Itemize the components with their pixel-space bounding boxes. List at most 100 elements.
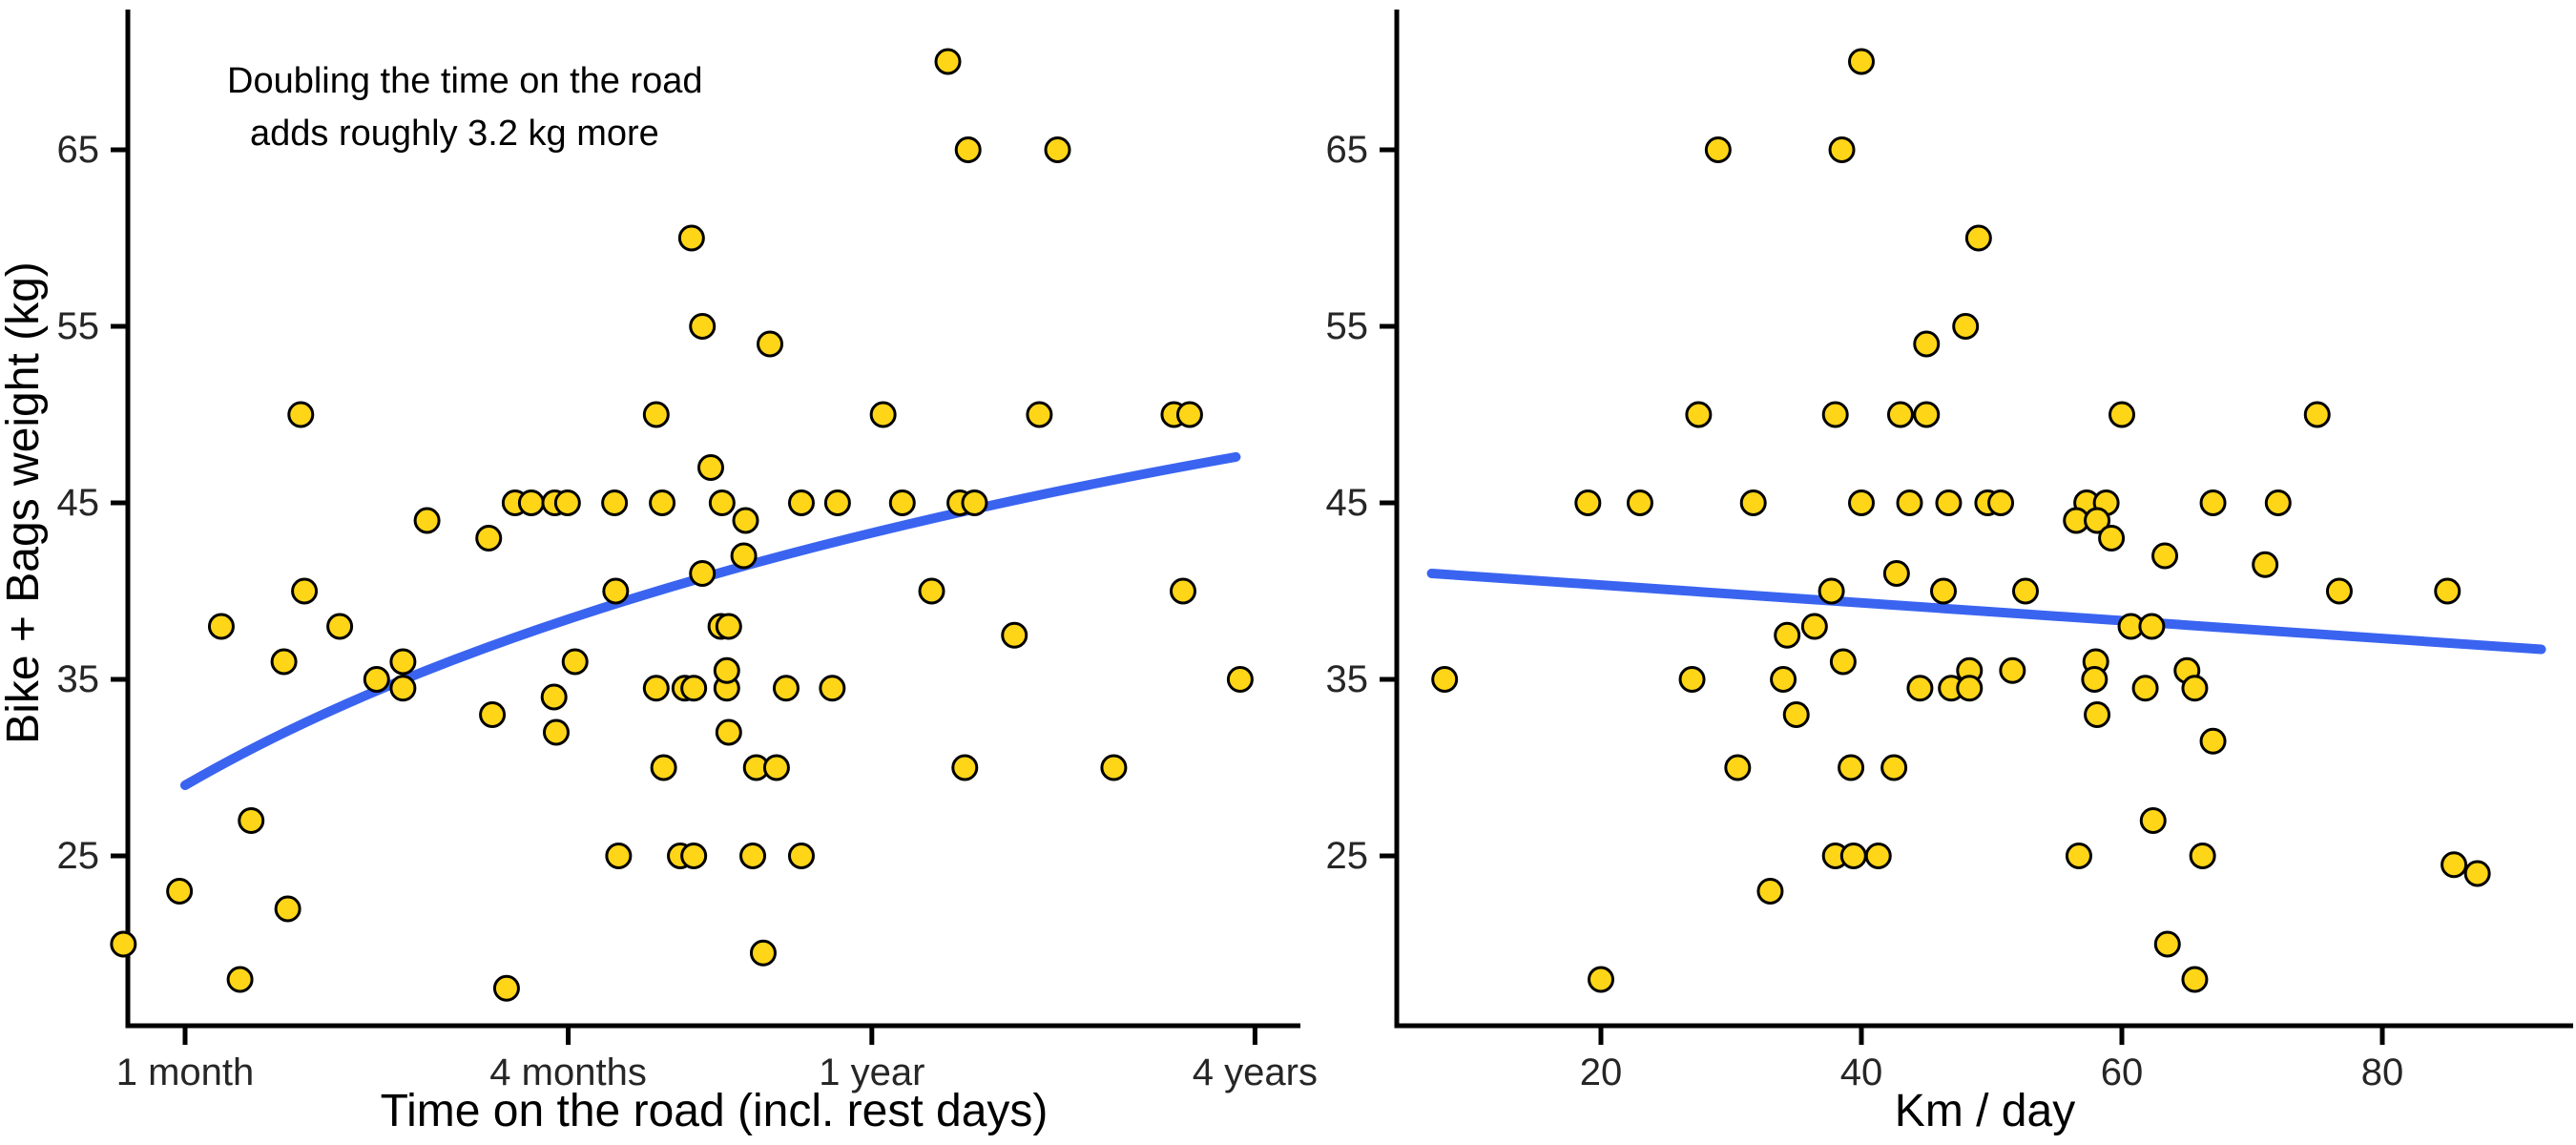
data-point xyxy=(517,489,545,516)
data-point xyxy=(1886,401,1914,428)
x-tick-label: 40 xyxy=(1840,1051,1883,1093)
data-point xyxy=(1896,489,1923,516)
data-point xyxy=(2434,577,2462,605)
data-point xyxy=(954,136,982,163)
data-point xyxy=(2303,401,2331,428)
x-tick-label: 1 month xyxy=(116,1051,255,1093)
data-point xyxy=(715,613,742,640)
data-point xyxy=(2011,577,2039,605)
data-point xyxy=(1100,754,1128,781)
data-point xyxy=(696,454,724,481)
data-point xyxy=(2139,807,2167,834)
data-point xyxy=(1828,136,1856,163)
y-tick-label: 65 xyxy=(1326,129,1369,171)
data-point xyxy=(492,974,520,1002)
data-point xyxy=(2109,401,2135,428)
data-point xyxy=(542,718,570,746)
data-point xyxy=(2189,843,2216,869)
data-point xyxy=(2084,507,2111,534)
data-point xyxy=(1685,401,1713,428)
annotation-line-1: Doubling the time on the road xyxy=(227,61,703,101)
data-point xyxy=(2065,843,2092,869)
data-point xyxy=(1044,136,1071,163)
data-point xyxy=(1952,313,1980,340)
data-point xyxy=(2131,675,2159,702)
left-scatter-panel: 25 35 45 55 65 1 month 4 months 1 year 4 years Ti… xyxy=(0,10,1318,1136)
data-point xyxy=(888,489,916,516)
data-point xyxy=(2264,489,2292,516)
data-point xyxy=(561,648,589,676)
data-point xyxy=(2181,966,2209,993)
data-point xyxy=(762,754,790,781)
data-point xyxy=(1839,843,1867,869)
data-point xyxy=(1829,648,1857,676)
data-point xyxy=(823,489,851,516)
data-point xyxy=(389,675,417,702)
x-tick-label: 4 months xyxy=(489,1051,647,1093)
data-point xyxy=(1001,621,1028,649)
data-point xyxy=(739,843,767,869)
data-point xyxy=(642,401,670,428)
data-point xyxy=(1800,613,1828,640)
data-point xyxy=(730,542,758,570)
data-point xyxy=(649,489,676,516)
data-point xyxy=(1818,577,1845,605)
data-point xyxy=(732,507,759,534)
data-point xyxy=(2153,930,2181,958)
trend-line xyxy=(1426,569,2546,655)
y-axis-title: Bike + Bags weight (kg) xyxy=(0,261,49,744)
data-point xyxy=(650,754,677,781)
data-point xyxy=(918,577,945,605)
data-point xyxy=(2098,525,2126,552)
data-point xyxy=(1782,701,1810,728)
y-tick-label: 55 xyxy=(57,305,100,347)
data-point xyxy=(715,718,742,746)
data-point xyxy=(677,224,705,252)
x-tick-label: 4 years xyxy=(1193,1051,1318,1093)
x-tick-label: 60 xyxy=(2101,1051,2144,1093)
data-point xyxy=(601,489,629,516)
data-point xyxy=(1175,401,1203,428)
data-point xyxy=(1739,489,1767,516)
data-point xyxy=(363,666,390,693)
data-point xyxy=(2084,701,2111,728)
data-point xyxy=(689,560,717,587)
data-point xyxy=(749,939,777,967)
data-point xyxy=(2252,551,2279,578)
x-tick-label: 1 year xyxy=(819,1051,924,1093)
data-point xyxy=(2463,860,2491,887)
data-point xyxy=(166,878,194,905)
data-point xyxy=(1226,666,1254,693)
data-point xyxy=(274,895,301,923)
data-points xyxy=(1431,48,2491,993)
data-point xyxy=(1838,754,1865,781)
data-point xyxy=(1626,489,1653,516)
data-point xyxy=(1929,577,1957,605)
y-tick-label: 35 xyxy=(57,658,100,700)
data-point xyxy=(1956,675,1984,702)
data-point xyxy=(226,966,254,993)
data-point xyxy=(2199,727,2227,755)
data-point xyxy=(1588,966,1614,993)
data-point xyxy=(642,675,670,702)
data-point xyxy=(1678,666,1706,693)
data-point xyxy=(951,754,979,781)
data-point xyxy=(1913,401,1941,428)
annotation-line-2: adds roughly 3.2 kg more xyxy=(250,114,659,154)
data-point xyxy=(1999,656,2026,684)
data-point xyxy=(680,675,708,702)
data-point xyxy=(238,807,265,834)
data-point xyxy=(1574,489,1602,516)
x-tick-label: 80 xyxy=(2361,1051,2404,1093)
data-point xyxy=(270,648,298,676)
data-point xyxy=(1987,489,2015,516)
data-point xyxy=(1704,136,1732,163)
data-point xyxy=(602,577,630,605)
y-tick-label: 35 xyxy=(1326,658,1369,700)
y-tick-label: 25 xyxy=(57,835,100,877)
data-point xyxy=(2181,675,2209,702)
data-point xyxy=(540,683,568,711)
data-point xyxy=(326,613,354,640)
